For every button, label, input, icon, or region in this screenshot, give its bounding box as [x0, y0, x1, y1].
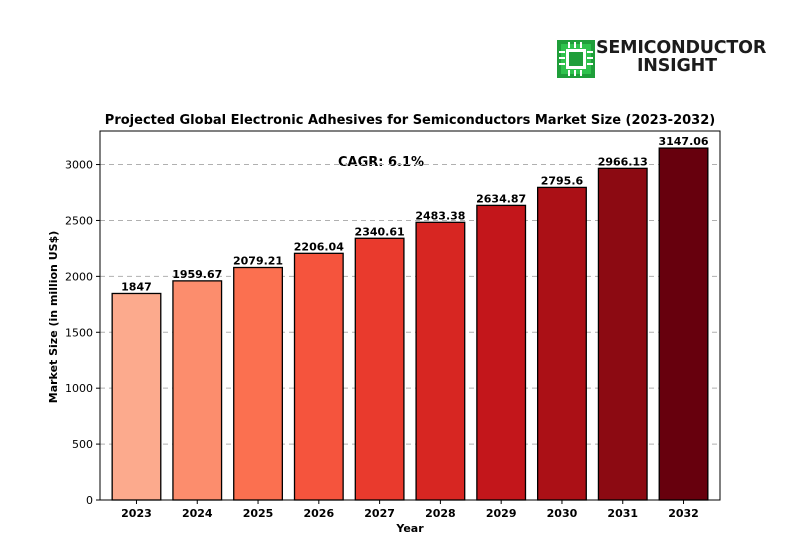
- bars: [111, 147, 709, 501]
- cagr-annotation: CAGR: 6.1%: [338, 155, 424, 170]
- bar-2030: [536, 186, 587, 501]
- y-tick-label: 500: [72, 438, 93, 451]
- chip-icon: [557, 40, 595, 78]
- bar-2029: [476, 204, 527, 501]
- value-label: 1959.67: [172, 268, 222, 281]
- bar-2025: [233, 266, 284, 501]
- chart-title: Projected Global Electronic Adhesives fo…: [105, 113, 715, 128]
- value-label: 2795.6: [541, 174, 584, 187]
- value-label: 2079.21: [233, 255, 283, 268]
- axes: 0 500 1000 1500 2000 2500 3000 2023 2024 2025 2026…: [65, 130, 721, 520]
- plot-frame: [99, 130, 721, 501]
- x-tick-label: 2026: [304, 507, 335, 520]
- value-labels: 1847 1959.67 2079.21 2206.04 2340.61 2483.38 2…: [121, 135, 709, 293]
- bar-2023: [111, 292, 162, 501]
- bar-2028: [415, 221, 466, 501]
- x-tick-label: 2028: [425, 507, 456, 520]
- bar-2026: [293, 252, 344, 501]
- x-axis-label: Year: [395, 522, 424, 535]
- value-label: 1847: [121, 280, 152, 293]
- value-label: 2483.38: [415, 209, 465, 222]
- value-label: 3147.06: [658, 135, 708, 148]
- x-tick-label: 2027: [364, 507, 395, 520]
- x-tick-label: 2032: [668, 507, 699, 520]
- x-tick-label: 2024: [182, 507, 213, 520]
- bar-2027: [354, 237, 405, 501]
- x-tick-label: 2031: [607, 507, 638, 520]
- x-tick-label: 2030: [547, 507, 578, 520]
- x-tick-label: 2023: [121, 507, 152, 520]
- value-label: 2966.13: [598, 155, 648, 168]
- logo-line2: INSIGHT: [637, 56, 717, 76]
- x-tick-label: 2025: [243, 507, 274, 520]
- y-tick-label: 2000: [65, 270, 93, 283]
- y-tick-label: 1000: [65, 382, 93, 395]
- x-tick-label: 2029: [486, 507, 517, 520]
- y-tick-label: 3000: [65, 159, 93, 172]
- bar-2024: [172, 280, 223, 501]
- logo-line1: SEMICONDUCTOR: [596, 38, 767, 58]
- bar-2031: [597, 167, 648, 501]
- value-label: 2634.87: [476, 192, 526, 205]
- bar-2032: [658, 147, 709, 501]
- semiconductor-insight-logo: SEMICONDUCTOR INSIGHT: [557, 38, 777, 80]
- y-tick-label: 0: [86, 494, 93, 507]
- y-tick-label: 2500: [65, 214, 93, 227]
- y-axis-label: Market Size (in million US$): [47, 231, 60, 404]
- value-label: 2340.61: [355, 225, 405, 238]
- y-tick-label: 1500: [65, 326, 93, 339]
- value-label: 2206.04: [294, 240, 344, 253]
